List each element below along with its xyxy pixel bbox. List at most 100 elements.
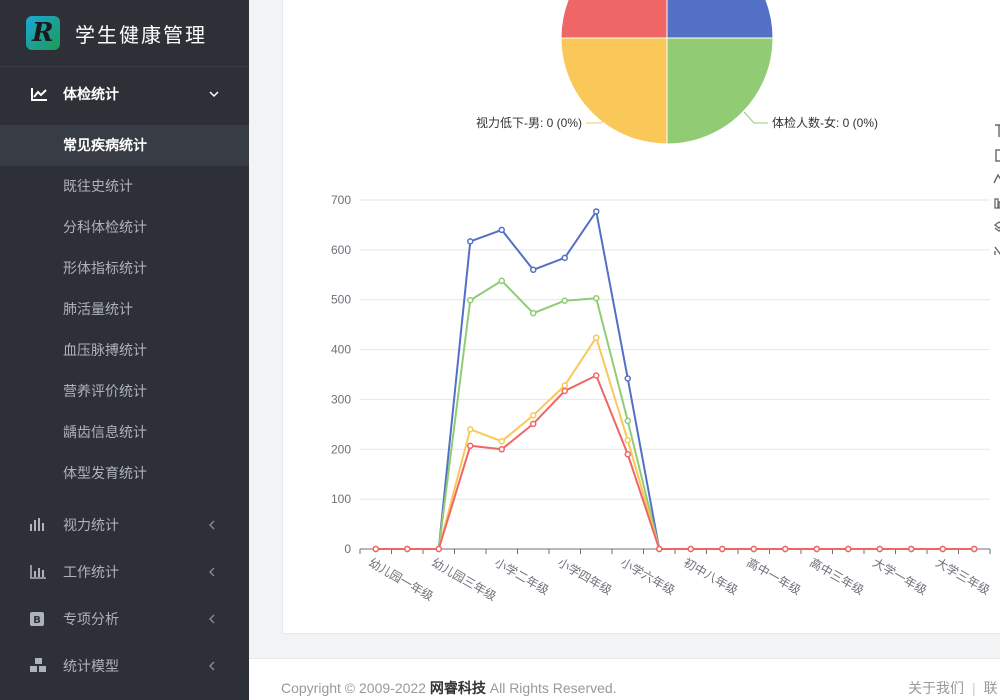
submenu-item-nutrition[interactable]: 营养评价统计 — [63, 383, 147, 399]
line-type-icon[interactable] — [993, 171, 1000, 187]
data-point — [372, 545, 379, 553]
y-tick-label: 700 — [331, 193, 351, 207]
data-point — [467, 296, 474, 304]
data-point — [782, 545, 789, 553]
restore-icon[interactable] — [993, 147, 1000, 163]
bar-type-icon[interactable] — [993, 195, 1000, 211]
sidebar: R 学生健康管理 体检统计 常见疾病统计 既往史统计 分科体检统计 形体指标统计… — [0, 0, 249, 700]
rights-text: All Rights Reserved. — [489, 680, 617, 696]
submenu-item-lung-capacity[interactable]: 肺活量统计 — [63, 301, 133, 317]
nav-item-special-analysis[interactable]: B 专项分析 — [0, 595, 249, 642]
line-chart-icon — [31, 86, 49, 102]
x-tick-label: 高中一年级 — [744, 555, 803, 598]
about-us-link[interactable]: 关于我们 — [908, 680, 964, 696]
bar-chart-icon — [30, 517, 48, 533]
data-point — [624, 417, 631, 425]
series-line-4 — [375, 374, 975, 550]
data-point — [687, 545, 694, 553]
brand[interactable]: R 学生健康管理 — [0, 0, 249, 67]
nav-item-label: 视力统计 — [63, 516, 119, 533]
data-point — [530, 309, 537, 317]
x-tick-label: 幼儿园三年级 — [429, 555, 498, 603]
app-title: 学生健康管理 — [75, 24, 207, 47]
main-content: 视力低下-男: 0 (0%) 体检人数-女: 0 (0%) 0 100 200 300 4… — [249, 0, 1000, 700]
data-point — [813, 545, 820, 553]
data-point — [750, 545, 757, 553]
chevron-left-icon — [207, 520, 217, 530]
submenu-item-department-exam[interactable]: 分科体检统计 — [63, 219, 147, 235]
data-view-icon[interactable] — [993, 123, 1000, 139]
series-line-3 — [375, 336, 975, 550]
footer: Copyright © 2009-2022 网睿科技 All Rights Re… — [249, 658, 1000, 700]
save-image-icon[interactable] — [993, 243, 1000, 259]
y-tick-label: 600 — [331, 243, 351, 257]
series-line-1 — [375, 210, 975, 550]
data-point — [624, 375, 631, 382]
data-point — [498, 226, 505, 234]
footer-links: 关于我们 | 联 — [908, 678, 998, 698]
submenu: 常见疾病统计 既往史统计 分科体检统计 形体指标统计 肺活量统计 血压脉搏统计 … — [0, 125, 249, 494]
cubes-icon — [30, 658, 48, 674]
data-point — [467, 442, 474, 450]
submenu-item-medical-history[interactable]: 既往史统计 — [63, 178, 133, 194]
nav-item-stat-models[interactable]: 统计模型 — [0, 642, 249, 689]
data-point — [624, 451, 631, 458]
y-tick-label: 100 — [331, 492, 351, 506]
x-tick-label: 大学三年级 — [933, 555, 992, 598]
data-point — [593, 294, 600, 302]
data-point — [530, 266, 537, 274]
chevron-left-icon — [207, 614, 217, 624]
x-tick-label: 小学六年级 — [618, 555, 677, 598]
contact-link[interactable]: 联 — [983, 680, 998, 696]
nav-group-label: 体检统计 — [63, 86, 119, 102]
data-point — [971, 545, 978, 553]
x-tick-label: 小学四年级 — [555, 555, 614, 598]
x-tick-label: 小学二年级 — [492, 555, 551, 598]
x-tick-label: 高中三年级 — [807, 555, 866, 598]
nav-item-vision-stats[interactable]: 视力统计 — [0, 501, 249, 548]
b-square-icon: B — [30, 611, 48, 627]
pie-chart: 视力低下-男: 0 (0%) 体检人数-女: 0 (0%) — [476, 0, 878, 145]
x-tick-label: 初中八年级 — [681, 555, 740, 598]
pie-slice-3 — [560, 37, 668, 145]
submenu-item-blood-pressure[interactable]: 血压脉搏统计 — [63, 342, 147, 358]
copyright-text: Copyright © 2009-2022 — [281, 680, 426, 696]
data-point — [561, 387, 568, 395]
data-point — [561, 382, 568, 389]
y-tick-label: 400 — [331, 343, 351, 357]
nav-item-label: 专项分析 — [63, 610, 119, 627]
submenu-item-dental-caries[interactable]: 龋齿信息统计 — [63, 424, 147, 440]
nav-item-label: 统计模型 — [63, 657, 119, 674]
x-tick-label: 大学一年级 — [870, 555, 929, 598]
pie-label-left: 视力低下-男: 0 (0%) — [476, 115, 582, 130]
nav-item-work-stats[interactable]: 工作统计 — [0, 548, 249, 595]
y-tick-label: 200 — [331, 442, 351, 456]
series-line-2 — [375, 279, 975, 550]
x-tick-label: 幼儿园一年级 — [366, 555, 435, 603]
submenu-item-body-development[interactable]: 体型发育统计 — [63, 465, 147, 481]
chevron-down-icon — [209, 89, 219, 99]
chart-toolbox — [993, 123, 1000, 267]
data-point — [435, 545, 442, 553]
y-tick-label: 0 — [344, 542, 351, 556]
data-point — [876, 545, 883, 553]
stack-icon[interactable] — [993, 219, 1000, 235]
nav-group-physical-exam-stats[interactable]: 体检统计 — [0, 68, 249, 120]
column-chart-icon — [30, 564, 48, 580]
data-point — [908, 545, 915, 553]
data-point — [656, 545, 663, 553]
company-name: 网睿科技 — [429, 680, 486, 696]
submenu-item-body-indicators[interactable]: 形体指标统计 — [63, 260, 147, 276]
footer-link-separator: | — [972, 680, 976, 696]
chevron-left-icon — [207, 567, 217, 577]
submenu-item-common-diseases[interactable]: 常见疾病统计 — [0, 125, 249, 166]
pie-label-line-left — [586, 111, 612, 124]
svg-text:B: B — [33, 615, 41, 626]
pie-slice-4 — [666, 37, 774, 145]
chart-panel: 视力低下-男: 0 (0%) 体检人数-女: 0 (0%) 0 100 200 300 4… — [282, 0, 1000, 634]
data-point — [404, 545, 411, 553]
data-point — [593, 372, 600, 379]
data-point — [530, 420, 537, 428]
app-logo: R — [26, 16, 60, 50]
y-tick-label: 300 — [331, 392, 351, 406]
